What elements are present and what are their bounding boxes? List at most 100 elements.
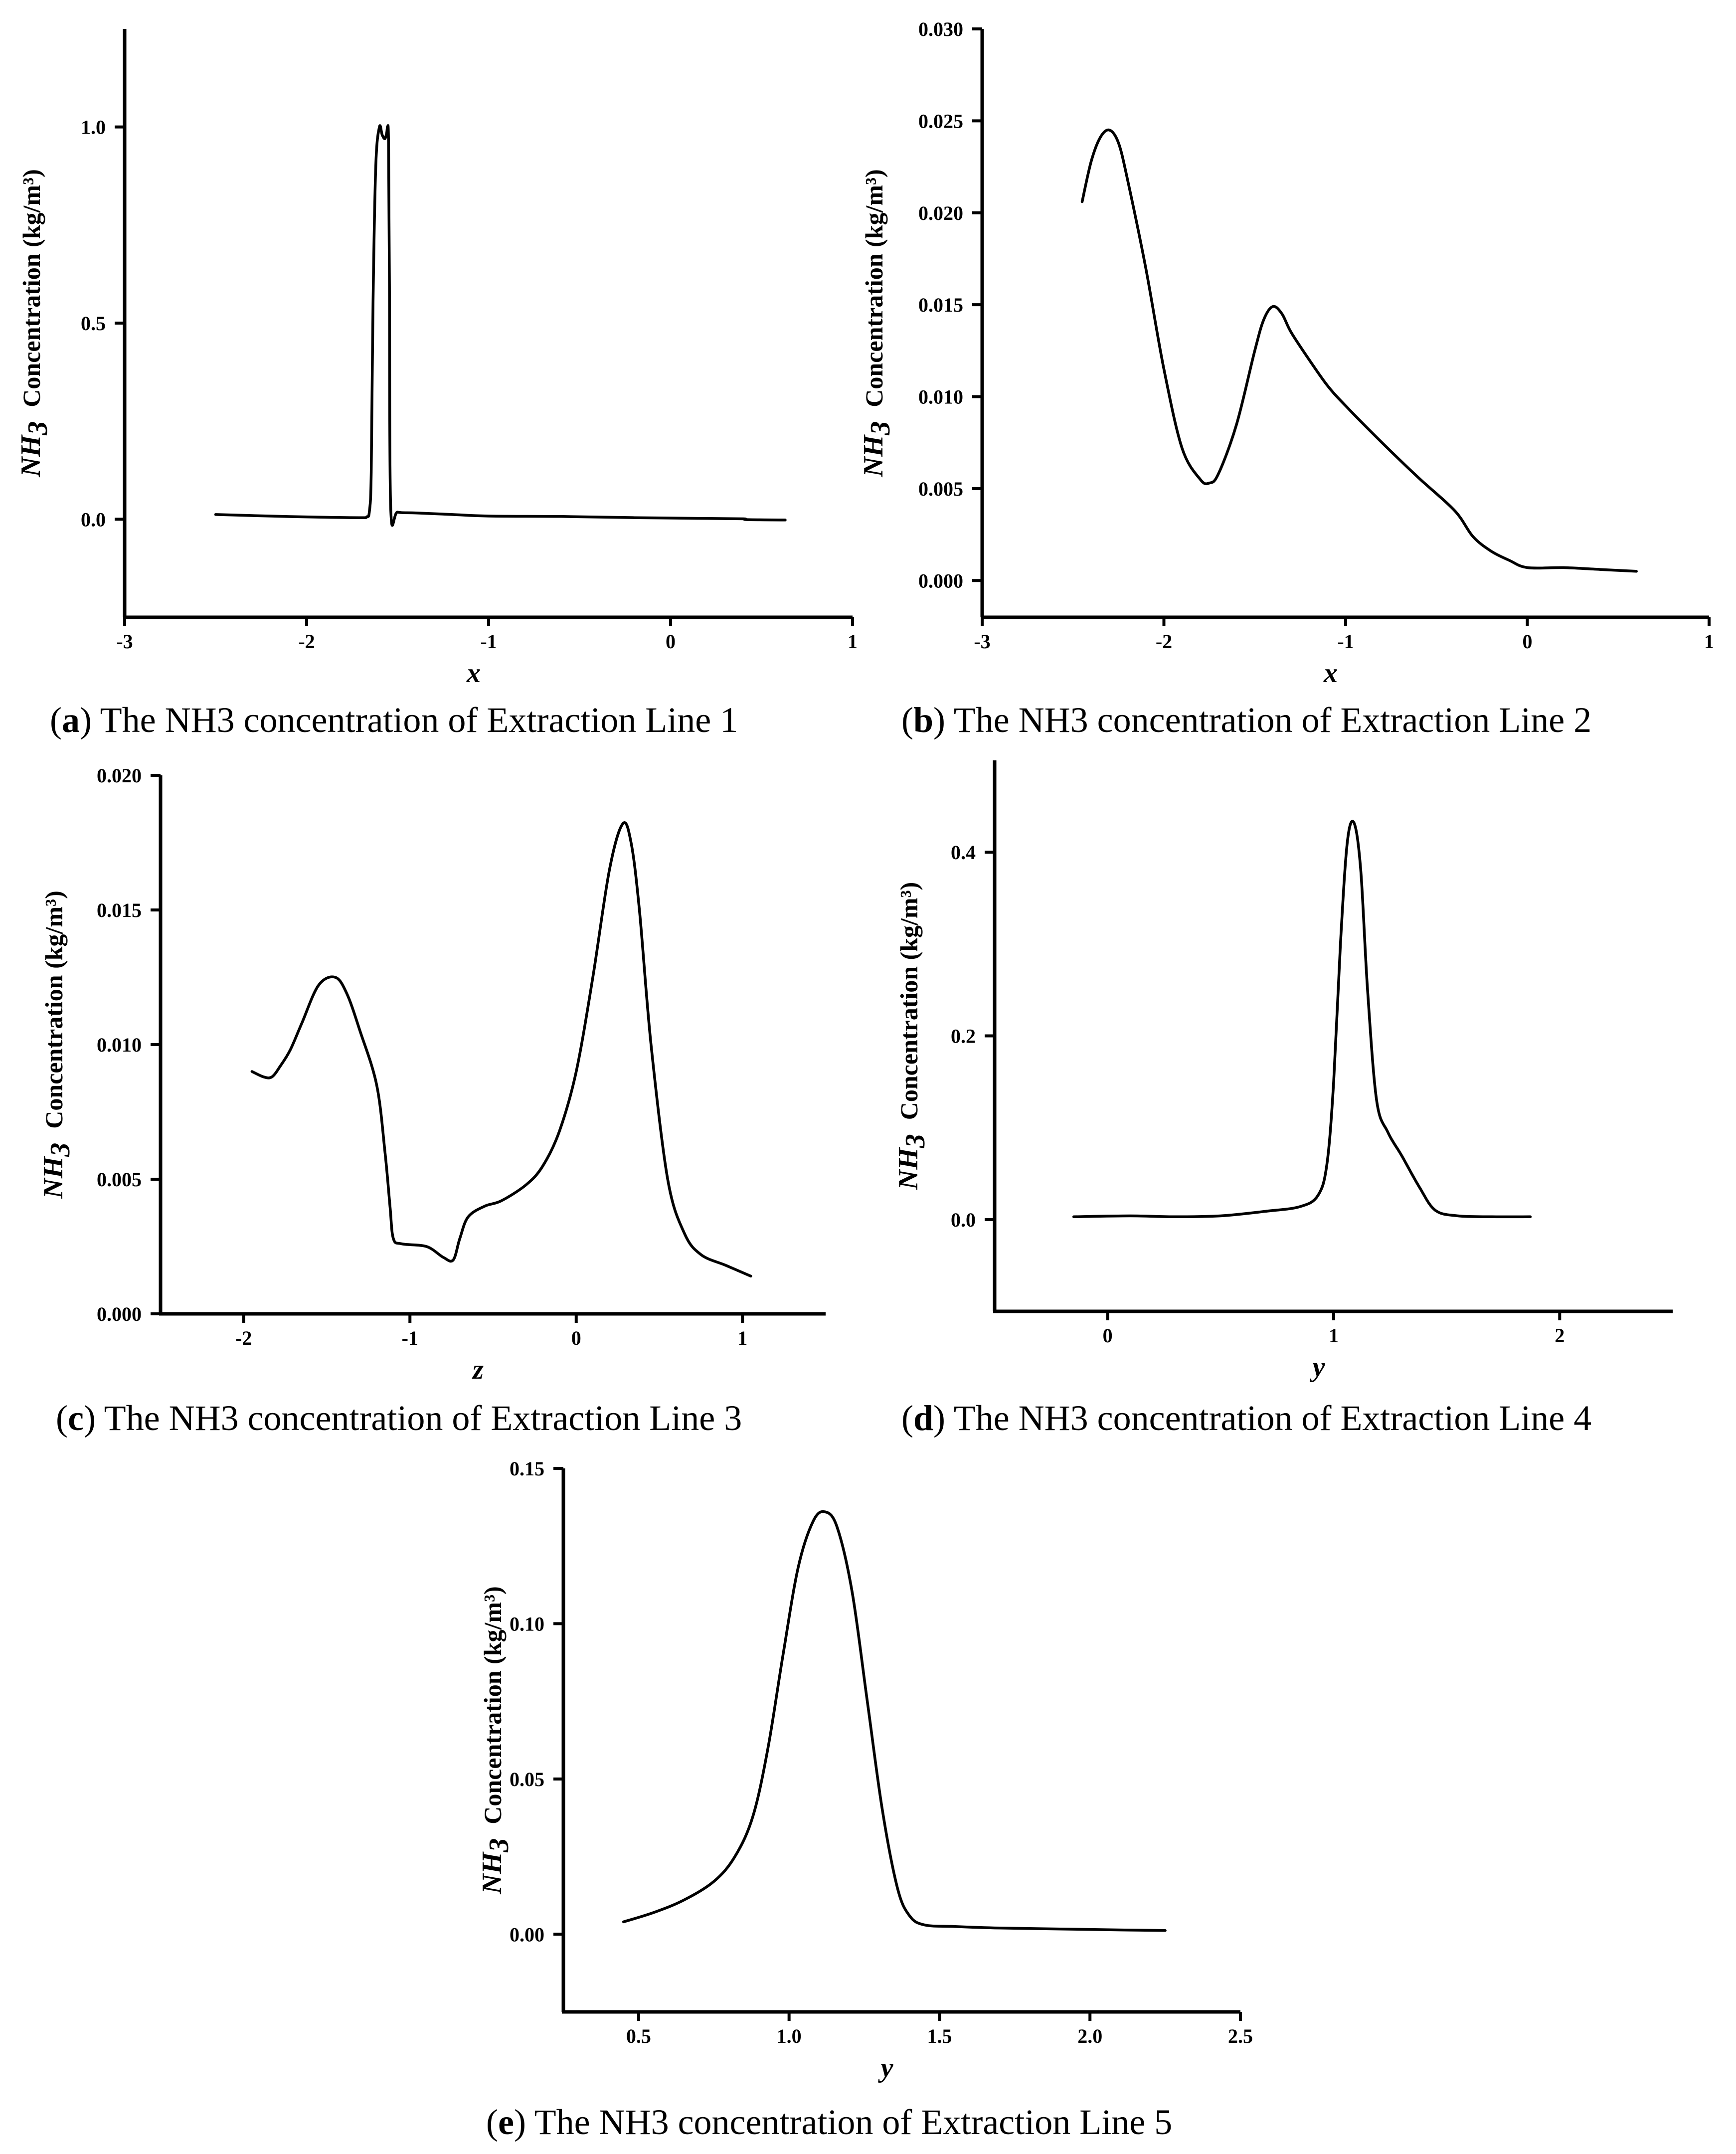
caption-open-paren: ( [50,700,62,740]
chart-c: -2 -1 0 1 0.000 0.005 0.010 0.015 0.020 z NH3 Conce… [38,764,826,1438]
y-tick-label: 0.005 [97,1168,142,1191]
caption-open-paren: ( [901,1398,913,1438]
y-tick-label: 0.020 [97,764,142,787]
y-axis-quantity: Concentration (kg/m³) [40,891,68,1128]
y-tick-label: 0.0 [951,1209,976,1231]
y-tick-label: 0.4 [951,841,976,864]
x-tick-label: 1.5 [927,2025,952,2047]
y-tick-label: 0.15 [510,1457,544,1480]
x-tick-label: -2 [1156,630,1172,653]
chart-d: 0 1 2 0.0 0.2 0.4 y NH3 Concentration (kg/m³) (d)… [893,760,1673,1438]
y-axis-species: NH [38,1156,69,1199]
y-tick-label: 0.025 [918,110,963,132]
y-axis-subscript: 3 [45,1143,76,1157]
x-tick-label: -3 [116,630,133,653]
y-tick-label: 0.000 [918,569,963,592]
x-tick-label: -2 [235,1327,252,1349]
series-line-b [1080,128,1638,573]
x-axis-title: y [1310,1352,1326,1383]
series-line-a [214,124,787,527]
y-tick-label: 0.010 [918,386,963,408]
x-axis-title: x [466,658,481,689]
y-tick-label: 0.015 [918,294,963,316]
y-axis-species: NH [858,434,889,477]
x-tick-label: -1 [480,630,497,653]
caption-close-paren: ) [84,1398,104,1438]
chart-b: -3 -2 -1 0 1 0.000 0.005 0.010 0.015 0.020 0.025 0.… [858,18,1714,740]
x-tick-label: 1 [1704,630,1714,653]
caption-letter: a [62,700,80,740]
x-tick-label: 1 [1329,1324,1339,1347]
x-tick-label: -1 [1337,630,1354,653]
y-axis-subscript: 3 [22,421,53,436]
x-tick-label: 0 [571,1327,581,1349]
y-tick-label: 0.10 [510,1613,544,1635]
caption-text: The NH3 concentration of Extraction Line… [104,1398,742,1438]
caption-text: The NH3 concentration of Extraction Line… [954,1398,1592,1438]
y-tick-label: 0.005 [918,478,963,500]
y-tick-label: 1.0 [81,116,106,139]
chart-a: -3 -2 -1 0 1 0.0 0.5 1.0 x NH3 Concentration (kg/m… [15,29,858,740]
caption-text: The NH3 concentration of Extraction Line… [534,2102,1173,2142]
y-axis-quantity: Concentration (kg/m³) [860,169,888,407]
chart-e: 0.5 1.0 1.5 2.0 2.5 0.00 0.05 0.10 0.15 y NH3 Conce… [477,1457,1253,2142]
caption-letter: b [913,700,933,740]
caption-b: (b) The NH3 concentration of Extraction … [901,700,1591,740]
y-tick-label: 0.010 [97,1034,142,1056]
y-tick-label: 0.2 [951,1025,976,1048]
caption-close-paren: ) [933,1398,954,1438]
y-axis-quantity: Concentration (kg/m³) [479,1586,507,1824]
caption-e: (e) The NH3 concentration of Extraction … [486,2102,1172,2142]
y-axis-subscript: 3 [900,1134,931,1148]
x-tick-label: 2.0 [1077,2025,1102,2047]
series-line-e [622,1510,1167,1932]
x-axis-title: x [1323,658,1338,689]
y-tick-label: 0.05 [510,1768,544,1791]
y-axis-title: NH3 Concentration (kg/m³) [38,891,76,1199]
y-axis-species: NH [15,434,46,477]
y-tick-label: 0.000 [97,1303,142,1325]
y-axis-quantity: Concentration (kg/m³) [17,169,45,407]
series-line-c [250,821,752,1278]
x-axis-title: z [472,1354,484,1385]
y-axis-title: NH3 Concentration (kg/m³) [893,882,931,1190]
y-axis-subscript: 3 [484,1838,515,1853]
y-tick-label: 0.020 [918,202,963,224]
y-axis-quantity: Concentration (kg/m³) [895,882,923,1120]
x-tick-label: 0 [1103,1324,1113,1347]
y-tick-label: 0.030 [918,18,963,40]
caption-text: The NH3 concentration of Extraction Line… [100,700,738,740]
caption-open-paren: ( [901,700,913,740]
caption-open-paren: ( [56,1398,68,1438]
caption-letter: c [68,1398,84,1438]
y-tick-label: 0.0 [81,508,106,531]
x-tick-label: -3 [974,630,990,653]
x-tick-label: 1 [737,1327,747,1349]
x-tick-label: 2.5 [1228,2025,1253,2047]
caption-open-paren: ( [486,2102,498,2142]
caption-letter: d [913,1398,933,1438]
y-axis-title: NH3 Concentration (kg/m³) [477,1586,515,1894]
x-tick-label: 2 [1555,1324,1564,1347]
x-tick-label: 0 [666,630,676,653]
caption-a: (a) The NH3 concentration of Extraction … [50,700,738,740]
y-axis-species: NH [477,1851,508,1894]
caption-close-paren: ) [514,2102,534,2142]
series-line-d [1072,820,1532,1219]
y-axis-title: NH3 Concentration (kg/m³) [858,169,896,477]
caption-d: (d) The NH3 concentration of Extraction … [901,1398,1591,1438]
y-tick-label: 0.00 [510,1923,544,1946]
caption-c: (c) The NH3 concentration of Extraction … [56,1398,742,1438]
y-axis-species: NH [893,1147,924,1190]
x-axis-title: y [878,2052,894,2083]
x-tick-label: 1.0 [777,2025,802,2047]
x-tick-label: 0 [1523,630,1533,653]
caption-letter: e [498,2102,514,2142]
y-tick-label: 0.5 [81,312,106,335]
y-tick-label: 0.015 [97,899,142,921]
y-axis-title: NH3 Concentration (kg/m³) [15,169,53,477]
caption-close-paren: ) [80,700,100,740]
x-tick-label: 0.5 [626,2025,651,2047]
caption-close-paren: ) [933,700,954,740]
